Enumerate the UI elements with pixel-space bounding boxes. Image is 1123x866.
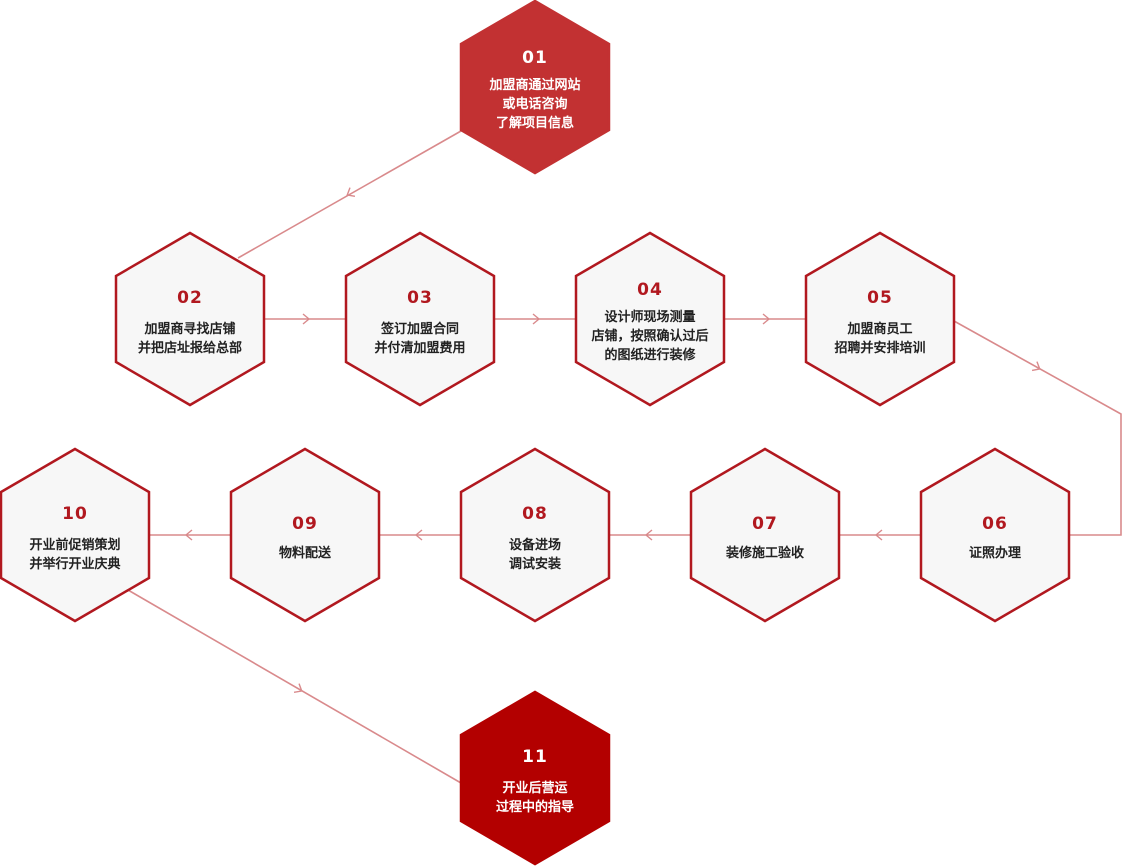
arrow-03-04 [532,313,541,325]
step-hexagon [804,231,956,407]
step-number: 04 [637,280,663,300]
step-number: 11 [522,747,548,767]
step-number: 03 [407,288,433,308]
step-number: 10 [62,504,88,524]
step-label-line: 设备进场 [509,537,561,553]
step-number: 07 [752,514,778,534]
step-label-line: 加盟商通过网站 [488,77,580,93]
step-number: 02 [177,288,203,308]
step-label-line: 过程中的指导 [496,799,574,815]
step-label-line: 招聘并安排培训 [834,340,925,356]
step-number: 01 [522,48,548,68]
step-label-line: 装修施工验收 [725,545,805,561]
step-label-line: 了解项目信息 [496,115,574,131]
step-hexagon [459,447,611,623]
arrow-10-11 [293,683,303,694]
connector-01-02 [237,130,462,259]
step-label-line: 或电话咨询 [502,96,567,112]
step-hexagon [114,231,266,407]
arrow-01-02 [346,187,356,198]
step-number: 06 [982,514,1008,534]
step-label-line: 加盟商员工 [846,321,912,337]
step-hexagon [459,0,611,175]
arrow-08-09 [414,529,423,541]
step-node-06: 06 证照办理 [919,447,1071,623]
step-number: 05 [867,288,893,308]
arrow-07-08 [644,529,653,541]
arrow-04-05 [762,313,771,325]
step-label-line: 并把店址报给总部 [138,340,242,356]
step-label-line: 签订加盟合同 [380,321,459,337]
step-label-line: 证照办理 [969,545,1021,561]
step-hexagon [689,447,841,623]
step-hexagon [459,690,611,866]
step-node-07: 07 装修施工验收 [689,447,841,623]
step-label-line: 开业前促销策划 [29,537,120,553]
step-label-line: 开业后营运 [502,780,567,796]
connector-10-11 [127,589,462,784]
step-label-line: 并付清加盟费用 [374,340,465,356]
step-label-line: 物料配送 [279,545,332,561]
step-hexagon [229,447,381,623]
step-hexagon [919,447,1071,623]
step-label-line: 设计师现场测量 [604,309,695,325]
step-label-line: 加盟商寻找店铺 [143,321,235,337]
step-hexagon [574,231,726,407]
step-label-line: 并举行开业庆典 [29,556,120,572]
step-hexagon [344,231,496,407]
step-label-line: 调试安装 [509,556,561,572]
step-label-line: 的图纸进行装修 [604,347,696,363]
step-hexagon [0,447,151,623]
arrow-02-03 [302,313,311,325]
step-label-line: 店铺，按照确认过后 [591,328,708,344]
step-number: 09 [292,514,318,534]
connector-05-06 [953,320,1122,536]
arrow-09-10 [184,529,193,541]
step-node-09: 09 物料配送 [229,447,381,623]
connector-layer [127,130,1122,784]
arrow-06-07 [874,529,883,541]
arrow-05-06 [1031,361,1041,372]
step-number: 08 [522,504,548,524]
